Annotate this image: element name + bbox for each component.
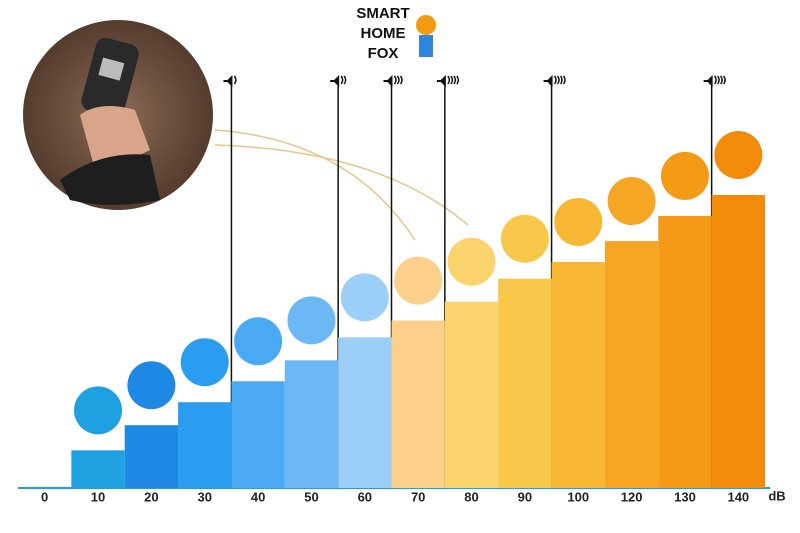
icon — [340, 273, 389, 322]
logo: SMART HOME FOX — [356, 5, 436, 62]
bar — [551, 261, 605, 488]
x-tick-label: 80 — [464, 489, 478, 504]
speaker-icon — [436, 75, 446, 87]
icon — [180, 338, 229, 387]
sound-wave — [717, 75, 720, 85]
icon — [234, 317, 283, 366]
sound-wave — [450, 75, 454, 85]
x-tick-label: 140 — [727, 489, 749, 504]
sound-wave — [340, 75, 344, 85]
x-tick-label: 120 — [621, 489, 643, 504]
sound-wave — [393, 75, 397, 85]
speaker-icon — [330, 75, 340, 87]
sound-wave — [343, 75, 347, 85]
icon — [287, 296, 336, 345]
bar — [338, 337, 392, 488]
x-tick-label: 10 — [91, 489, 105, 504]
sound-wave — [447, 75, 451, 85]
x-tick-label: 40 — [251, 489, 265, 504]
sound-wave — [723, 75, 726, 85]
icon — [500, 214, 549, 263]
bar — [604, 241, 659, 488]
speaker-icon — [703, 75, 713, 87]
logo-text: SMART — [356, 5, 409, 22]
x-tick-label: 70 — [411, 489, 425, 504]
sound-wave — [556, 75, 560, 85]
speaker-icon — [383, 75, 393, 87]
x-tick-label: 130 — [674, 489, 696, 504]
logo-text: FOX — [368, 45, 399, 62]
x-tick-label: 60 — [358, 489, 372, 504]
x-tick-label: 30 — [198, 489, 212, 504]
unit-label: dB — [768, 488, 785, 503]
bar — [498, 278, 552, 488]
sound-wave — [453, 75, 457, 85]
sound-wave — [720, 75, 723, 85]
bar — [711, 195, 765, 488]
sound-wave — [714, 75, 717, 85]
bar — [284, 360, 339, 488]
bar — [658, 215, 712, 488]
icon — [660, 151, 709, 200]
icon — [607, 177, 656, 226]
bar — [391, 320, 445, 488]
sound-wave — [396, 75, 400, 85]
bar — [178, 402, 232, 488]
sound-wave — [559, 75, 563, 85]
sound-wave — [456, 75, 460, 85]
bar — [71, 450, 125, 488]
icon — [74, 386, 123, 435]
sound-wave — [553, 75, 557, 85]
bar — [444, 301, 499, 488]
logo-text: HOME — [361, 25, 406, 42]
sound-wave — [233, 75, 237, 85]
x-tick-label: 100 — [567, 489, 589, 504]
x-tick-label: 50 — [304, 489, 318, 504]
icon — [554, 197, 603, 246]
sound-wave — [399, 75, 403, 85]
icon — [714, 131, 763, 179]
bar — [231, 381, 285, 488]
icon — [127, 361, 176, 410]
icon — [394, 256, 443, 305]
bar — [124, 425, 179, 488]
x-tick-label: 0 — [41, 489, 48, 504]
icon — [447, 237, 496, 286]
speaker-icon — [543, 75, 553, 87]
x-tick-label: 20 — [144, 489, 158, 504]
sound-wave — [562, 75, 566, 85]
photo — [23, 20, 213, 210]
arrows — [214, 129, 469, 241]
speaker-icon — [223, 75, 233, 87]
x-tick-label: 90 — [518, 489, 532, 504]
